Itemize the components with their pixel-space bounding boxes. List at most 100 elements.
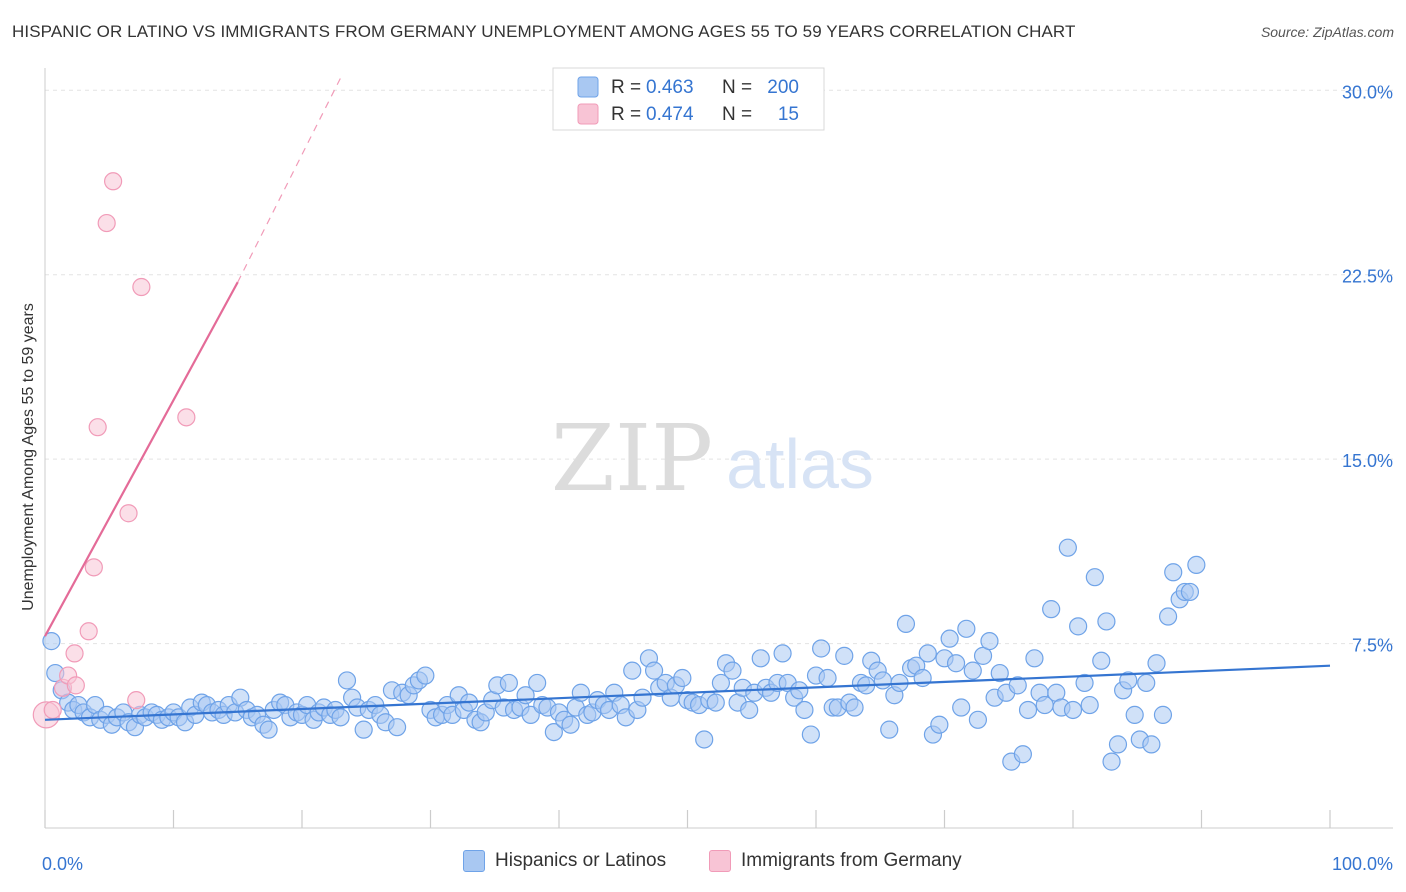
point-germany (65, 644, 84, 663)
point-hispanics (387, 718, 407, 737)
y-tick-label: 7.5% (1352, 636, 1393, 656)
point-hispanics (1085, 568, 1104, 587)
point-hispanics (980, 632, 999, 651)
point-hispanics (1025, 649, 1044, 668)
point-germany (84, 558, 103, 577)
point-hispanics (1013, 745, 1032, 764)
point-hispanics (1180, 582, 1200, 602)
bottom-legend-label: Hispanics or Latinos (495, 850, 667, 871)
point-hispanics (1142, 735, 1161, 754)
bottom-legend-item-germany: Immigrants from Germany (709, 850, 962, 872)
point-hispanics (957, 619, 976, 638)
point-germany (104, 172, 123, 191)
point-hispanics (1158, 607, 1178, 626)
legend-r-label: R = (611, 77, 641, 98)
point-hispanics (499, 673, 518, 693)
trend-line-hispanics (44, 664, 1331, 721)
point-germany (127, 691, 146, 710)
trend-line-germany-extension (237, 77, 342, 283)
legend-n-label: N = (722, 104, 752, 125)
source-credit: Source: ZipAtlas.com (1260, 24, 1394, 40)
legend-box: R = 0.463 N = 200 R = 0.474 N = 15 (552, 67, 825, 131)
bottom-legend-label: Immigrants from Germany (741, 850, 962, 871)
point-hispanics (561, 715, 580, 734)
point-hispanics (1097, 612, 1116, 631)
point-hispanics (751, 649, 770, 668)
point-hispanics (880, 720, 899, 739)
point-hispanics (845, 698, 864, 717)
point-hispanics (1018, 700, 1038, 720)
point-hispanics (337, 671, 357, 690)
point-hispanics (633, 688, 652, 707)
point-hispanics (1008, 676, 1027, 695)
point-hispanics (42, 632, 61, 651)
bottom-legend-item-hispanics: Hispanics or Latinos (463, 850, 666, 872)
point-hispanics (1147, 654, 1166, 673)
legend-swatch-pink (709, 850, 731, 872)
legend-n-label: N = (722, 77, 752, 98)
series-hispanics-points (42, 538, 1206, 771)
point-germany (132, 277, 151, 297)
point-hispanics (416, 666, 435, 685)
point-hispanics (990, 663, 1009, 683)
point-hispanics (1108, 735, 1128, 754)
legend-r-label: R = (611, 104, 641, 125)
point-hispanics (790, 681, 809, 700)
point-germany (177, 408, 196, 427)
point-hispanics (571, 683, 590, 702)
watermark: ZIP atlas (551, 405, 874, 512)
point-hispanics (952, 698, 971, 717)
point-hispanics (795, 700, 814, 720)
bottom-legend: Hispanics or Latinos Immigrants from Ger… (0, 850, 1406, 880)
point-hispanics (623, 661, 642, 680)
legend-swatch-blue (577, 76, 599, 98)
point-hispanics (1080, 695, 1099, 715)
point-hispanics (1153, 705, 1173, 724)
point-hispanics (873, 671, 892, 690)
point-hispanics (918, 644, 937, 663)
point-hispanics (835, 646, 854, 665)
point-hispanics (946, 654, 966, 673)
point-hispanics (723, 661, 742, 680)
point-hispanics (740, 700, 759, 720)
point-germany (119, 504, 138, 523)
legend-n-value: 200 (767, 77, 799, 98)
point-germany (43, 700, 62, 720)
point-hispanics (940, 629, 959, 648)
x-tick-label: 100.0% (1332, 854, 1393, 874)
y-tick-label: 30.0% (1342, 82, 1393, 102)
series-germany-points (32, 172, 196, 729)
point-germany (79, 622, 98, 641)
point-germany (66, 676, 85, 695)
watermark-atlas: atlas (726, 425, 874, 503)
point-hispanics (1042, 600, 1061, 619)
point-hispanics (1119, 671, 1138, 690)
point-hispanics (1075, 673, 1094, 693)
point-hispanics (1164, 563, 1183, 582)
point-hispanics (673, 668, 692, 688)
point-hispanics (644, 661, 664, 680)
point-hispanics (528, 673, 547, 693)
legend-n-value: 15 (778, 104, 799, 125)
point-hispanics (695, 730, 714, 749)
point-hispanics (1058, 538, 1077, 557)
point-hispanics (331, 708, 350, 727)
point-hispanics (801, 725, 820, 744)
chart-title: HISPANIC OR LATINO VS IMMIGRANTS FROM GE… (12, 22, 1076, 41)
point-hispanics (706, 693, 725, 712)
point-hispanics (1137, 673, 1156, 693)
legend-r-value: 0.463 (646, 77, 694, 98)
y-tick-label: 15.0% (1342, 451, 1393, 471)
point-hispanics (354, 720, 373, 739)
point-hispanics (930, 715, 949, 734)
point-hispanics (1125, 705, 1144, 724)
x-tick-label: 0.0% (42, 854, 83, 874)
legend-swatch-blue (463, 850, 485, 872)
point-hispanics (521, 705, 540, 724)
point-hispanics (259, 720, 278, 739)
point-hispanics (1069, 617, 1088, 636)
point-hispanics (1092, 651, 1111, 670)
watermark-zip: ZIP (551, 405, 713, 512)
point-hispanics (1187, 555, 1206, 574)
